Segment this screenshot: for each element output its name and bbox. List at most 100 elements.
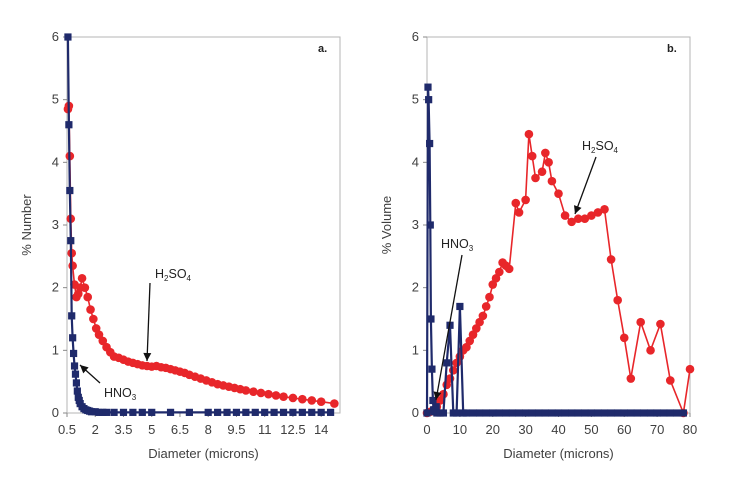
data-point xyxy=(94,330,104,339)
annotation-hno3: HNO3 xyxy=(79,364,137,402)
x-tick-label: 70 xyxy=(650,422,664,437)
x-tick-label: 60 xyxy=(617,422,631,437)
data-point xyxy=(495,267,504,277)
series-line xyxy=(66,36,331,414)
x-tick-label: 0.5 xyxy=(58,422,76,437)
data-point xyxy=(214,408,222,416)
series-line xyxy=(426,133,691,417)
y-tick-label: 5 xyxy=(52,92,59,107)
data-point xyxy=(600,205,609,214)
y-tick-label: 0 xyxy=(412,405,419,420)
data-point xyxy=(548,409,556,417)
data-point xyxy=(613,295,622,305)
data-point xyxy=(554,189,563,198)
data-point xyxy=(485,292,494,302)
data-point xyxy=(251,408,259,416)
x-tick-label: 8 xyxy=(205,422,212,437)
data-point xyxy=(528,409,536,417)
x-tick-label: 20 xyxy=(486,422,500,437)
data-point xyxy=(298,408,306,416)
data-point xyxy=(69,334,77,342)
data-point xyxy=(119,408,128,416)
y-tick-label: 0 xyxy=(52,405,59,420)
data-point xyxy=(423,409,431,417)
data-point xyxy=(270,408,278,416)
data-point xyxy=(537,167,547,177)
data-point xyxy=(138,408,146,416)
data-point xyxy=(561,409,569,417)
data-point xyxy=(204,408,212,416)
data-point xyxy=(443,359,451,367)
data-point xyxy=(330,399,339,408)
data-point xyxy=(98,336,108,346)
panel-label: a. xyxy=(318,43,327,55)
arrowhead xyxy=(574,205,582,214)
data-point xyxy=(456,302,464,311)
data-point xyxy=(593,208,603,217)
arrowhead xyxy=(143,352,152,361)
data-point xyxy=(289,408,297,416)
data-point xyxy=(495,409,503,417)
data-point xyxy=(535,409,543,417)
annotation-arrow xyxy=(146,282,151,362)
data-point xyxy=(439,409,448,417)
data-point xyxy=(242,408,250,416)
data-point xyxy=(425,96,433,104)
data-point xyxy=(279,392,288,402)
data-point xyxy=(541,148,550,158)
annotation-h2so4: H2SO4 xyxy=(574,139,619,215)
data-point xyxy=(614,409,622,417)
data-point xyxy=(288,393,298,403)
data-point xyxy=(521,195,530,205)
data-point xyxy=(508,409,517,417)
arrowhead xyxy=(80,365,89,374)
data-point xyxy=(256,388,266,398)
x-tick-label: 14 xyxy=(314,422,328,437)
data-point xyxy=(462,409,471,417)
series-label: HNO3 xyxy=(441,237,474,253)
y-axis-title: % Number xyxy=(19,194,34,256)
data-point xyxy=(489,409,497,417)
data-point xyxy=(594,409,602,417)
data-point xyxy=(522,409,530,417)
data-point xyxy=(660,409,668,417)
data-point xyxy=(95,408,103,416)
data-point xyxy=(298,394,307,404)
data-point xyxy=(524,129,534,139)
x-tick-label: 6.5 xyxy=(171,422,189,437)
y-tick-label: 6 xyxy=(412,29,419,44)
data-point xyxy=(673,409,681,417)
series-line xyxy=(67,105,335,405)
data-point xyxy=(587,409,595,417)
data-point xyxy=(73,387,81,395)
series-hno3 xyxy=(423,83,688,417)
data-point xyxy=(432,403,440,411)
data-point xyxy=(69,349,78,358)
data-point xyxy=(527,151,537,161)
data-point xyxy=(547,176,557,186)
data-point xyxy=(424,83,432,91)
data-point xyxy=(619,333,629,343)
data-point xyxy=(86,305,95,314)
data-point xyxy=(77,273,87,283)
x-axis-title: Diameter (microns) xyxy=(503,446,614,461)
data-point xyxy=(560,211,570,220)
data-point xyxy=(653,409,661,417)
x-tick-label: 9.5 xyxy=(227,422,245,437)
data-point xyxy=(68,261,77,271)
data-point xyxy=(620,409,628,417)
data-point xyxy=(72,379,81,387)
data-point xyxy=(633,409,641,417)
data-point xyxy=(307,396,317,405)
plot-frame xyxy=(66,36,341,414)
series-label: H2SO4 xyxy=(582,139,619,155)
data-point xyxy=(91,408,99,416)
data-point xyxy=(68,312,76,320)
data-point xyxy=(627,409,635,417)
plot-frame xyxy=(426,36,691,414)
x-tick-label: 10 xyxy=(453,422,467,437)
data-point xyxy=(481,302,491,311)
data-point xyxy=(587,211,596,220)
